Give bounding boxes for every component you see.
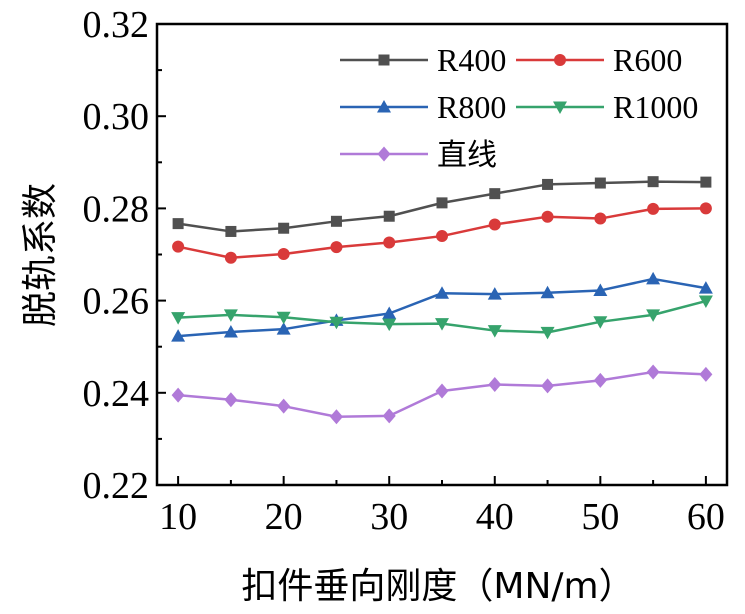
data-point (647, 176, 659, 188)
data-point (329, 316, 344, 330)
data-point (436, 230, 448, 243)
ticks-layer: 10 20 30 40 50 60 0.22 0.24 0.26 0.28 0.30 0.32 (83, 4, 725, 538)
series-1 (172, 202, 712, 264)
series-layer (171, 176, 713, 425)
data-point (223, 324, 238, 338)
data-point (541, 210, 554, 223)
x-tick-label: 10 (159, 496, 197, 538)
legend-label: 直线 (437, 138, 497, 173)
data-point (541, 378, 555, 394)
legend-label: R600 (613, 42, 682, 78)
data-point (700, 176, 712, 188)
x-tick-label: 60 (687, 496, 725, 538)
series-3 (171, 295, 713, 340)
data-point (171, 387, 185, 403)
legend-label: R400 (437, 42, 506, 78)
y-tick-label: 0.32 (83, 4, 150, 46)
data-point (383, 236, 396, 249)
data-point (699, 202, 712, 215)
data-point (646, 364, 660, 380)
data-point (647, 202, 660, 215)
data-point (487, 325, 502, 338)
x-tick-label: 50 (581, 496, 619, 538)
legend-marker (554, 54, 566, 66)
x-tick-label: 30 (370, 496, 408, 538)
data-point (593, 316, 608, 329)
y-tick-label: 0.24 (83, 373, 150, 415)
x-axis-title: 扣件垂向刚度（MN/m） (241, 566, 634, 607)
data-point (171, 312, 186, 325)
data-point (594, 177, 606, 189)
data-point (224, 392, 238, 408)
data-point (382, 306, 397, 320)
data-point (646, 309, 661, 322)
data-point (646, 271, 661, 285)
legend-item: R600 (516, 42, 682, 78)
y-tick-label: 0.30 (83, 96, 150, 138)
data-point (277, 398, 291, 414)
y-tick-label: 0.22 (83, 465, 150, 507)
data-point (698, 281, 713, 294)
data-point (383, 210, 395, 222)
data-point (278, 222, 290, 234)
series-2 (171, 271, 713, 342)
data-point (329, 409, 343, 425)
data-point (172, 240, 185, 253)
data-point (593, 283, 608, 296)
data-point (540, 326, 555, 340)
legend-marker (553, 101, 567, 114)
data-point (277, 248, 290, 261)
data-point (382, 318, 397, 332)
legend-label: R1000 (613, 89, 698, 125)
data-point (488, 218, 501, 231)
legend-item: 直线 (340, 138, 497, 173)
y-tick-label: 0.26 (83, 281, 150, 323)
data-point (330, 215, 342, 227)
data-point (489, 188, 501, 200)
data-point (276, 311, 291, 325)
data-point (488, 377, 502, 393)
data-point (436, 197, 448, 209)
data-point (435, 383, 449, 399)
data-point (435, 318, 449, 331)
data-point (698, 295, 713, 309)
x-tick-label: 20 (265, 496, 303, 538)
data-point (594, 212, 607, 225)
data-point (172, 218, 184, 230)
series-0 (172, 176, 712, 237)
data-point (487, 287, 502, 300)
legend-marker (377, 146, 391, 162)
legend: R400 R600 R800 R1000 直线 (340, 42, 698, 173)
data-point (435, 286, 449, 299)
data-point (593, 372, 607, 388)
legend-item: R1000 (516, 89, 698, 125)
legend-marker (378, 54, 390, 66)
data-point (224, 251, 237, 264)
data-point (223, 309, 238, 322)
data-point (542, 178, 554, 190)
legend-item: R800 (340, 89, 506, 125)
data-point (225, 225, 237, 237)
data-point (276, 322, 291, 335)
data-point (171, 329, 186, 342)
y-tick-label: 0.28 (83, 188, 150, 230)
legend-label: R800 (437, 89, 506, 125)
data-point (330, 241, 343, 254)
series-4 (171, 364, 713, 425)
legend-marker (377, 100, 391, 113)
data-point (382, 408, 396, 424)
legend-item: R400 (340, 42, 506, 78)
x-tick-label: 40 (476, 496, 514, 538)
data-point (540, 285, 555, 299)
data-point (699, 366, 713, 382)
y-axis-title: 脱轨系数 (20, 183, 61, 327)
